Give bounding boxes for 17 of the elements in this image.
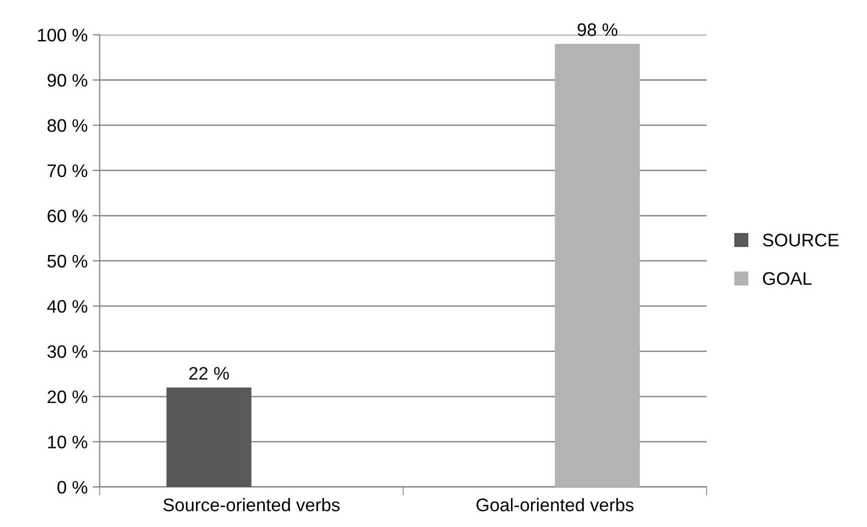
y-tick-label: 100 % <box>38 28 88 42</box>
data-label: 22 % <box>189 366 229 380</box>
x-tick-label: Source-oriented verbs <box>163 498 340 512</box>
data-label: 98 % <box>578 23 618 36</box>
y-tick-label: 40 % <box>47 300 88 313</box>
x-tick-label: Goal-oriented verbs <box>476 498 634 512</box>
y-tick-label: 0 % <box>57 480 88 494</box>
y-tick-label: 60 % <box>48 210 88 222</box>
y-tick-label: 10 % <box>48 436 88 448</box>
y-tick-label: 70 % <box>48 164 88 178</box>
legend-label: SOURCE <box>762 234 839 246</box>
y-tick-label: 50 % <box>47 254 88 268</box>
y-tick-label: 80 % <box>48 119 88 132</box>
y-tick-label: 90 % <box>48 74 88 87</box>
legend-label: GOAL <box>762 272 812 285</box>
y-tick-label: 20 % <box>48 390 88 404</box>
y-tick-label: 30 % <box>47 345 88 358</box>
